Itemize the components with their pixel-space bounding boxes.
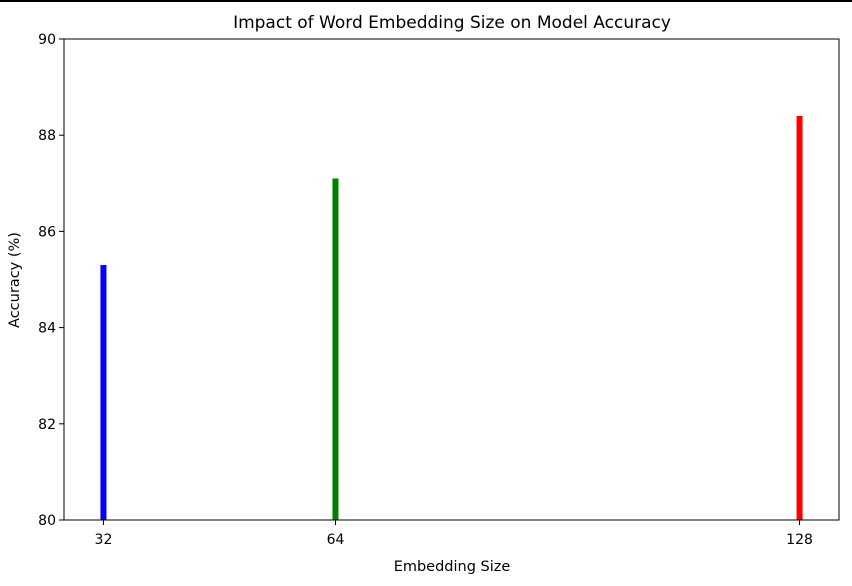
- y-tick-label: 90: [38, 32, 56, 48]
- y-tick-label: 86: [38, 224, 56, 240]
- x-tick-label: 64: [327, 532, 345, 548]
- plot-area-frame: [63, 38, 840, 521]
- y-tick-label: 88: [38, 128, 56, 144]
- y-axis-ticks: 80 82 84 86 88 90: [38, 32, 64, 529]
- bar-32: [100, 265, 107, 520]
- bar-64: [332, 178, 339, 521]
- bar-128: [796, 115, 803, 521]
- chart-title: Impact of Word Embedding Size on Model A…: [233, 13, 671, 33]
- x-axis-ticks: 32 64 128: [95, 520, 813, 548]
- x-tick-label: 32: [95, 532, 113, 548]
- x-tick-label: 128: [786, 532, 813, 548]
- y-axis-label: Accuracy (%): [7, 232, 23, 328]
- x-axis-label: Embedding Size: [394, 559, 511, 575]
- bar-group: [100, 115, 803, 521]
- top-border-line: [0, 0, 852, 2]
- y-tick-label: 84: [38, 321, 56, 337]
- y-tick-label: 80: [38, 513, 56, 529]
- y-tick-label: 82: [38, 417, 56, 433]
